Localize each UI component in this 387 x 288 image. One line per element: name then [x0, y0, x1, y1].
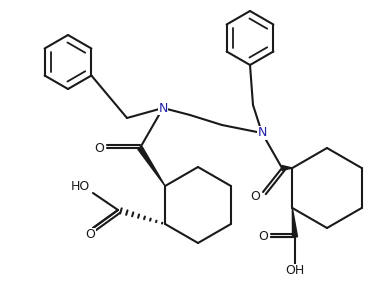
- Polygon shape: [282, 166, 292, 170]
- Text: HO: HO: [71, 181, 90, 194]
- Text: O: O: [85, 228, 95, 242]
- Text: OH: OH: [285, 264, 305, 278]
- Polygon shape: [292, 208, 298, 237]
- Text: N: N: [158, 101, 168, 115]
- Text: O: O: [94, 141, 104, 154]
- Text: O: O: [250, 190, 260, 202]
- Polygon shape: [138, 147, 165, 186]
- Text: N: N: [257, 126, 267, 139]
- Text: O: O: [258, 230, 268, 243]
